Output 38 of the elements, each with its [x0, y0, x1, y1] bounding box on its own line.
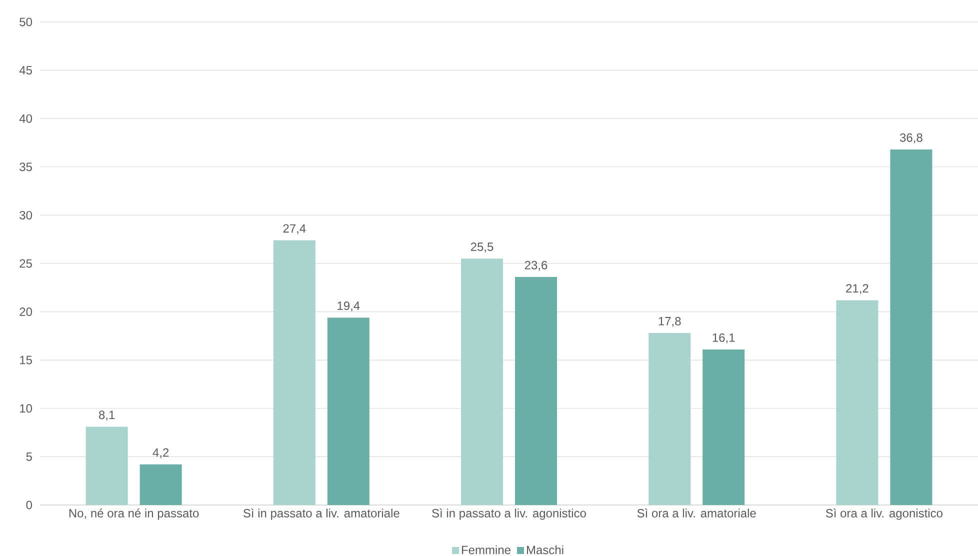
bar	[702, 349, 745, 505]
x-tick-label: Sì in passato a liv. agonistico	[432, 508, 586, 520]
x-tick-label: No, né ora né in passato	[69, 508, 199, 520]
data-label: 36,8	[900, 133, 922, 144]
bar	[461, 258, 504, 505]
y-tick-label: 5	[26, 452, 32, 461]
y-tick-label: 20	[20, 308, 32, 316]
bar	[836, 300, 878, 505]
legend-label: Maschi	[526, 545, 564, 554]
bar	[273, 240, 316, 505]
y-tick-label: 50	[20, 18, 32, 26]
bar	[327, 318, 370, 505]
x-tick-label: Sì ora a liv. agonistico	[826, 508, 942, 520]
data-label: 21,2	[846, 284, 868, 294]
data-label: 27,4	[283, 224, 306, 234]
data-label: 19,4	[338, 301, 360, 312]
y-tick-label: 30	[20, 210, 32, 220]
data-label: 23,6	[524, 260, 548, 271]
y-tick-label: 0	[26, 500, 32, 510]
data-label: 17,8	[658, 316, 681, 327]
data-label: 16,1	[712, 333, 735, 344]
x-tick-label: Sì in passato a liv. amatoriale	[243, 508, 400, 520]
bar	[890, 150, 932, 505]
y-tick-label: 10	[20, 404, 32, 413]
y-tick-label: 25	[20, 259, 32, 268]
bar	[515, 277, 558, 505]
y-tick-label: 15	[20, 356, 32, 364]
x-tick-label: Sì ora a liv. amatoriale	[637, 508, 756, 518]
legend-label: Femmine	[462, 545, 510, 554]
data-label: 8,1	[98, 410, 115, 421]
y-tick-label: 35	[20, 162, 32, 172]
y-tick-label: 40	[19, 114, 32, 123]
y-tick-label: 45	[19, 66, 32, 74]
data-label: 4,2	[152, 448, 169, 458]
bar	[86, 426, 128, 505]
data-label: 25,5	[470, 242, 494, 252]
bar	[140, 464, 182, 505]
bar	[648, 333, 691, 505]
